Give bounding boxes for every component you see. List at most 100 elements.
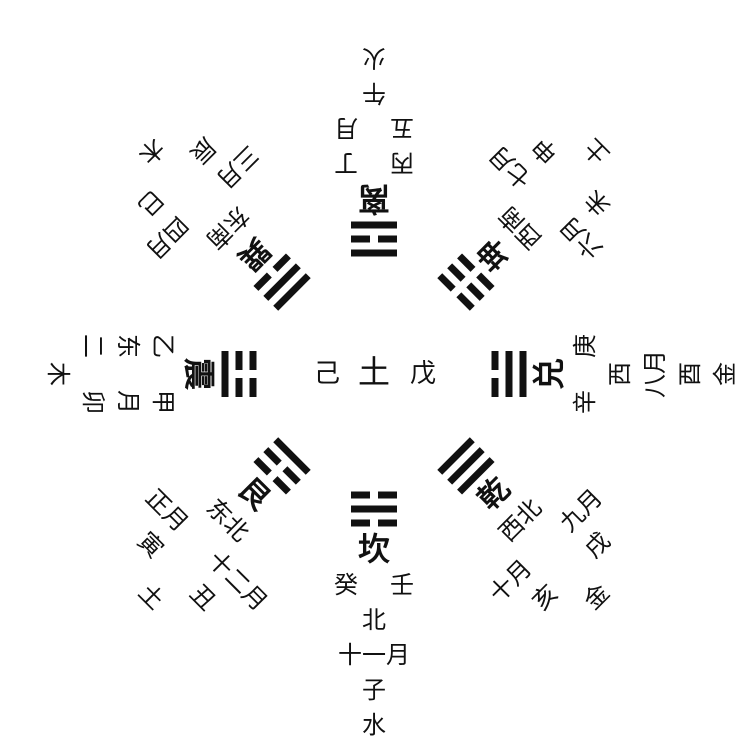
- trigram-solid-line: [273, 273, 311, 311]
- center-stems: 己 土 戊: [314, 353, 436, 391]
- zhen-label: 月: [114, 390, 142, 414]
- trigram-broken-line: [456, 292, 475, 311]
- dui-label: 庚: [571, 334, 599, 358]
- sector-kun: 坤西南 六月七月未申土: [437, 132, 616, 311]
- qian-label: 金: [578, 578, 615, 615]
- trigram-broken-line: [249, 378, 257, 397]
- center-earth-element: 土: [358, 353, 390, 391]
- xun-label: 木: [133, 133, 170, 170]
- trigram-broken-line: [272, 253, 291, 272]
- trigram-solid-line: [519, 351, 527, 397]
- gen-label: 土: [133, 578, 170, 615]
- gen-label: 寅: [132, 527, 169, 564]
- kan-label: 壬: [390, 571, 414, 599]
- trigram-name-zhen: 震: [180, 358, 218, 391]
- dui-label: 辛: [571, 390, 599, 414]
- trigram-name-li: 离: [358, 180, 390, 218]
- center-stem-wu: 戊: [410, 359, 436, 389]
- kan-label: 水: [362, 711, 386, 739]
- trigram-solid-line: [351, 249, 397, 257]
- trigram-name-dui: 兑: [530, 358, 568, 390]
- sector-dui: 兑辛 庚西 八月酉金: [491, 334, 739, 414]
- xun-label: 四月: [140, 211, 194, 265]
- trigram-broken-line: [437, 273, 456, 292]
- kun-label: 未: [579, 184, 616, 221]
- zhen-label: 乙: [149, 334, 177, 358]
- kan-label: 北: [362, 606, 386, 634]
- trigram-solid-line: [273, 437, 311, 475]
- trigram-solid-line: [505, 351, 513, 397]
- trigram-broken-line: [253, 457, 272, 476]
- trigram-kan-icon: [351, 491, 397, 527]
- trigram-solid-line: [447, 447, 485, 485]
- trigram-zhen-icon: [221, 351, 257, 397]
- trigram-broken-line: [272, 476, 291, 495]
- kan-label: 癸: [334, 571, 358, 599]
- dui-label: 酉: [676, 362, 704, 386]
- trigram-solid-line: [437, 437, 475, 475]
- kun-label: 七月: [484, 140, 538, 194]
- trigram-broken-line: [447, 263, 466, 282]
- kan-label: 子: [362, 676, 386, 704]
- trigram-broken-line: [378, 491, 397, 499]
- trigram-broken-line: [491, 351, 499, 370]
- kun-label: 申: [527, 132, 564, 169]
- trigram-broken-line: [378, 519, 397, 527]
- trigram-solid-line: [351, 505, 397, 513]
- li-label: 五: [390, 114, 414, 142]
- qian-label: 戌: [579, 527, 616, 564]
- trigram-broken-line: [378, 235, 397, 243]
- trigram-broken-line: [235, 351, 243, 370]
- trigram-sectors: 坎癸 壬北十一月子水离丙丁五月午火震乙甲东月二卯木 兑辛庚西 八月酉金艮东北正月十二月…: [44, 44, 739, 739]
- trigram-broken-line: [457, 253, 476, 272]
- trigram-broken-line: [466, 282, 485, 301]
- zhen-label: 卯: [79, 390, 107, 414]
- kan-label: 十一月: [338, 641, 410, 669]
- trigram-gen-icon: [253, 437, 311, 495]
- li-label: 丙: [390, 149, 414, 177]
- kun-label: 土: [578, 133, 615, 170]
- xun-label: 巳: [132, 184, 169, 221]
- trigram-qian-icon: [437, 437, 495, 495]
- li-label: 月: [334, 114, 358, 142]
- li-label: 午: [362, 79, 386, 107]
- trigram-li-icon: [351, 221, 397, 257]
- trigram-broken-line: [476, 272, 495, 291]
- li-label: 丁: [334, 149, 358, 177]
- trigram-broken-line: [235, 378, 243, 397]
- trigram-broken-line: [491, 378, 499, 397]
- gen-label: 十二月: [202, 546, 273, 617]
- trigram-xun-icon: [253, 253, 311, 311]
- sector-li: 离丙 丁 五 月午火: [334, 44, 414, 257]
- li-label: 火: [362, 44, 386, 72]
- trigram-broken-line: [249, 351, 257, 370]
- sector-zhen: 震乙甲 东月 二卯木: [44, 334, 257, 414]
- center-stem-ji: 己: [314, 359, 340, 389]
- trigram-kun-icon: [437, 253, 495, 311]
- dui-label: 西: [606, 362, 634, 386]
- trigram-broken-line: [351, 235, 370, 243]
- trigram-name-kan: 坎: [358, 530, 390, 568]
- dui-label: 金: [711, 362, 739, 386]
- trigram-solid-line: [351, 221, 397, 229]
- trigram-broken-line: [351, 491, 370, 499]
- zhen-label: 东: [114, 334, 142, 358]
- xun-label: 辰: [184, 132, 221, 169]
- gen-label: 丑: [184, 579, 221, 616]
- trigram-broken-line: [253, 272, 272, 291]
- trigram-solid-line: [221, 351, 229, 397]
- qian-label: 亥: [527, 579, 564, 616]
- zhen-label: 甲: [149, 390, 177, 414]
- trigram-solid-line: [457, 457, 495, 495]
- dui-label: 八月: [641, 350, 669, 398]
- zhen-label: 二: [79, 334, 107, 358]
- qian-label: 九月: [554, 484, 608, 538]
- trigram-broken-line: [351, 519, 370, 527]
- trigram-solid-line: [263, 263, 301, 301]
- trigram-broken-line: [263, 447, 282, 466]
